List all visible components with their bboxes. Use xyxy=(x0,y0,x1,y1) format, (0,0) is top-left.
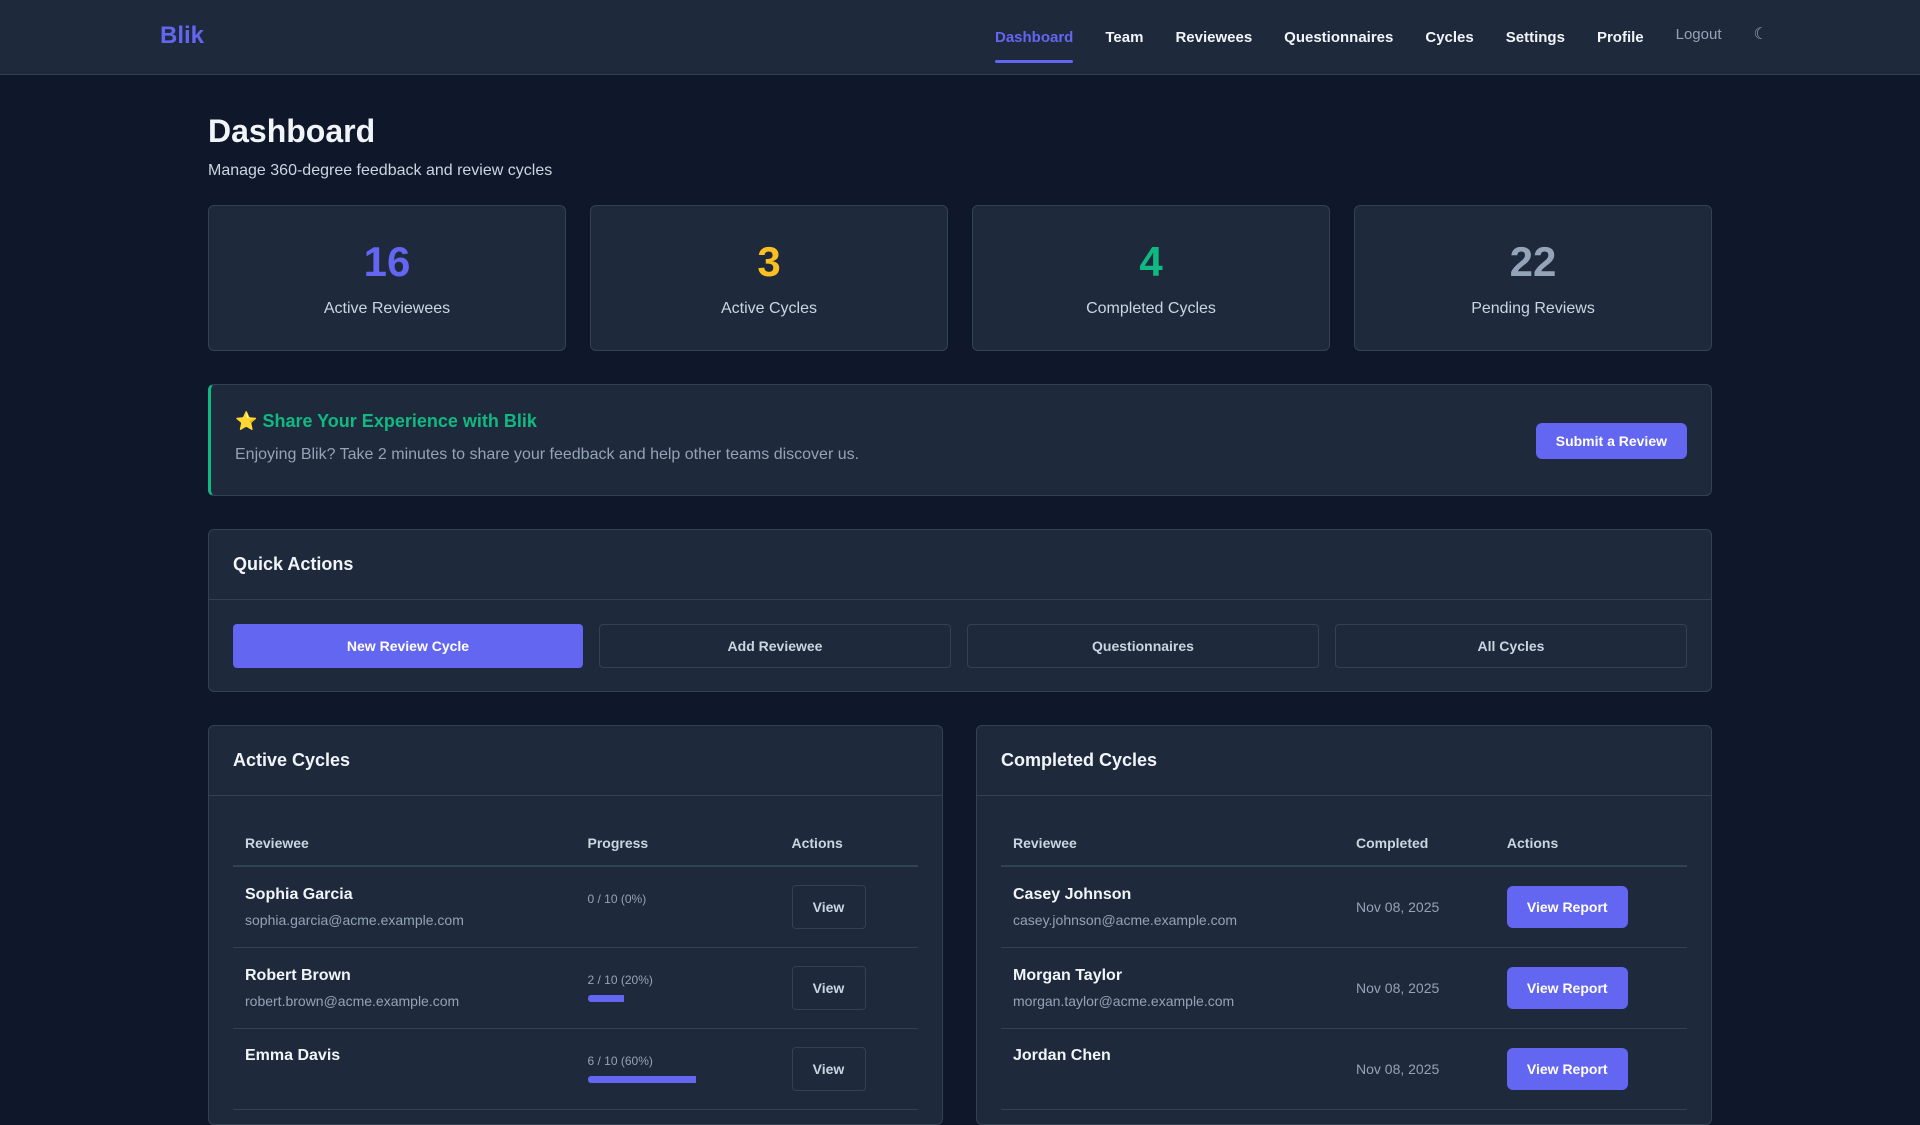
all-cycles-button[interactable]: All Cycles xyxy=(1335,624,1687,668)
table-row: Sophia Garcia sophia.garcia@acme.example.… xyxy=(233,866,918,948)
view-button[interactable]: View xyxy=(791,884,866,929)
logo[interactable]: Blik xyxy=(160,22,205,49)
reviewee-name[interactable]: Morgan Taylor xyxy=(1013,966,1123,984)
progress-text: 0 / 10 (0%) xyxy=(587,892,647,907)
moon-icon[interactable]: ☾ xyxy=(1753,25,1768,43)
quick-actions-title: Quick Actions xyxy=(209,530,1711,600)
add-reviewee-button[interactable]: Add Reviewee xyxy=(599,624,951,668)
view-report-button[interactable]: View Report xyxy=(1506,1047,1628,1090)
reviewee-email: casey.johnson@acme.example.com xyxy=(1013,911,1238,928)
progress-text: 2 / 10 (20%) xyxy=(587,973,653,987)
completed-date: Nov 08, 2025 xyxy=(1344,947,1495,1029)
stat-value: 22 xyxy=(1509,238,1557,285)
stat-label: Active Reviewees xyxy=(323,300,451,317)
progress-text: 6 / 10 (60%) xyxy=(587,1054,653,1068)
reviewee-name[interactable]: Jordan Chen xyxy=(1013,1046,1111,1064)
nav-settings[interactable]: Settings xyxy=(1505,29,1565,46)
top-nav: Blik Dashboard Team Reviewees Questionna… xyxy=(0,0,1920,75)
active-cycles-card: Active Cycles Reviewee Progress Actions So… xyxy=(208,725,943,1125)
submit-review-button[interactable]: Submit a Review xyxy=(1535,423,1687,459)
nav-cycles[interactable]: Cycles xyxy=(1425,29,1474,46)
stats-row: 16 Active Reviewees 3 Active Cycles 4 Compl… xyxy=(208,205,1712,351)
active-cycles-title: Active Cycles xyxy=(209,726,942,796)
reviewee-name[interactable]: Casey Johnson xyxy=(1013,885,1132,903)
logout-button[interactable]: Logout xyxy=(1675,26,1722,43)
completed-date: Nov 08, 2025 xyxy=(1344,1028,1495,1110)
stat-label: Active Cycles xyxy=(720,300,818,317)
completed-cycles-table: Reviewee Completed Actions Casey Johnson ca… xyxy=(1001,820,1687,1110)
reviewee-name[interactable]: Emma Davis xyxy=(245,1046,341,1064)
view-report-button[interactable]: View Report xyxy=(1506,885,1628,928)
nav-questionnaires[interactable]: Questionnaires xyxy=(1284,29,1394,46)
star-icon: ⭐ xyxy=(235,411,258,431)
table-row: Emma Davis 6 / 10 (60%) View xyxy=(233,1028,918,1110)
page-title: Dashboard xyxy=(208,113,376,149)
view-report-button[interactable]: View Report xyxy=(1506,966,1628,1009)
stat-value: 4 xyxy=(1139,238,1163,285)
table-row: Jordan Chen Nov 08, 2025 View Report xyxy=(1001,1028,1687,1110)
column-header: Completed xyxy=(1344,820,1495,867)
stat-label: Pending Reviews xyxy=(1471,300,1595,317)
reviewee-name[interactable]: Sophia Garcia xyxy=(245,885,353,903)
table-row: Robert Brown robert.brown@acme.example.co… xyxy=(233,947,918,1029)
column-header: Progress xyxy=(575,820,780,867)
main-content: Dashboard Manage 360-degree feedback and… xyxy=(208,75,1712,1125)
active-cycles-table: Reviewee Progress Actions Sophia Garcia sop… xyxy=(233,820,918,1110)
stat-card-active-cycles: 3 Active Cycles xyxy=(590,205,948,351)
progress-bar xyxy=(588,914,768,921)
nav-profile[interactable]: Profile xyxy=(1596,29,1644,46)
column-header: Actions xyxy=(1494,820,1687,867)
table-row: Morgan Taylor morgan.taylor@acme.example.… xyxy=(1001,947,1687,1029)
stat-card-pending-reviews: 22 Pending Reviews xyxy=(1354,205,1712,351)
column-header: Actions xyxy=(779,820,918,867)
reviewee-email: sophia.garcia@acme.example.com xyxy=(245,911,464,928)
feedback-banner: ⭐ Share Your Experience with Blik Enjoyi… xyxy=(208,384,1712,496)
stat-card-active-reviewees: 16 Active Reviewees xyxy=(208,205,566,351)
reviewee-name[interactable]: Robert Brown xyxy=(245,966,351,984)
quick-actions-card: Quick Actions New Review Cycle Add Revie… xyxy=(208,529,1712,692)
questionnaires-button[interactable]: Questionnaires xyxy=(967,624,1319,668)
banner-title-text: Share Your Experience with Blik xyxy=(262,411,537,431)
banner-title: ⭐ Share Your Experience with Blik xyxy=(235,411,1687,432)
reviewee-email: morgan.taylor@acme.example.com xyxy=(1013,992,1235,1009)
view-button[interactable]: View xyxy=(791,965,866,1010)
nav-team[interactable]: Team xyxy=(1105,29,1144,46)
view-button[interactable]: View xyxy=(791,1046,866,1091)
page-subtitle: Manage 360-degree feedback and review cy… xyxy=(208,162,553,179)
completed-date: Nov 08, 2025 xyxy=(1344,866,1495,948)
nav-dashboard[interactable]: Dashboard xyxy=(995,0,1074,75)
stat-value: 3 xyxy=(757,238,781,285)
column-header: Reviewee xyxy=(233,820,576,867)
completed-cycles-card: Completed Cycles Reviewee Completed Action… xyxy=(976,725,1712,1125)
new-review-cycle-button[interactable]: New Review Cycle xyxy=(233,624,583,668)
stat-value: 16 xyxy=(363,238,411,285)
banner-text: Enjoying Blik? Take 2 minutes to share y… xyxy=(235,446,860,463)
stat-label: Completed Cycles xyxy=(1086,300,1216,317)
table-row: Casey Johnson casey.johnson@acme.example.… xyxy=(1001,866,1687,948)
completed-cycles-title: Completed Cycles xyxy=(977,726,1711,796)
stat-card-completed-cycles: 4 Completed Cycles xyxy=(972,205,1330,351)
progress-bar xyxy=(587,995,768,1002)
reviewee-email: robert.brown@acme.example.com xyxy=(245,992,460,1009)
nav-reviewees[interactable]: Reviewees xyxy=(1175,29,1253,46)
column-header: Reviewee xyxy=(1001,820,1344,867)
